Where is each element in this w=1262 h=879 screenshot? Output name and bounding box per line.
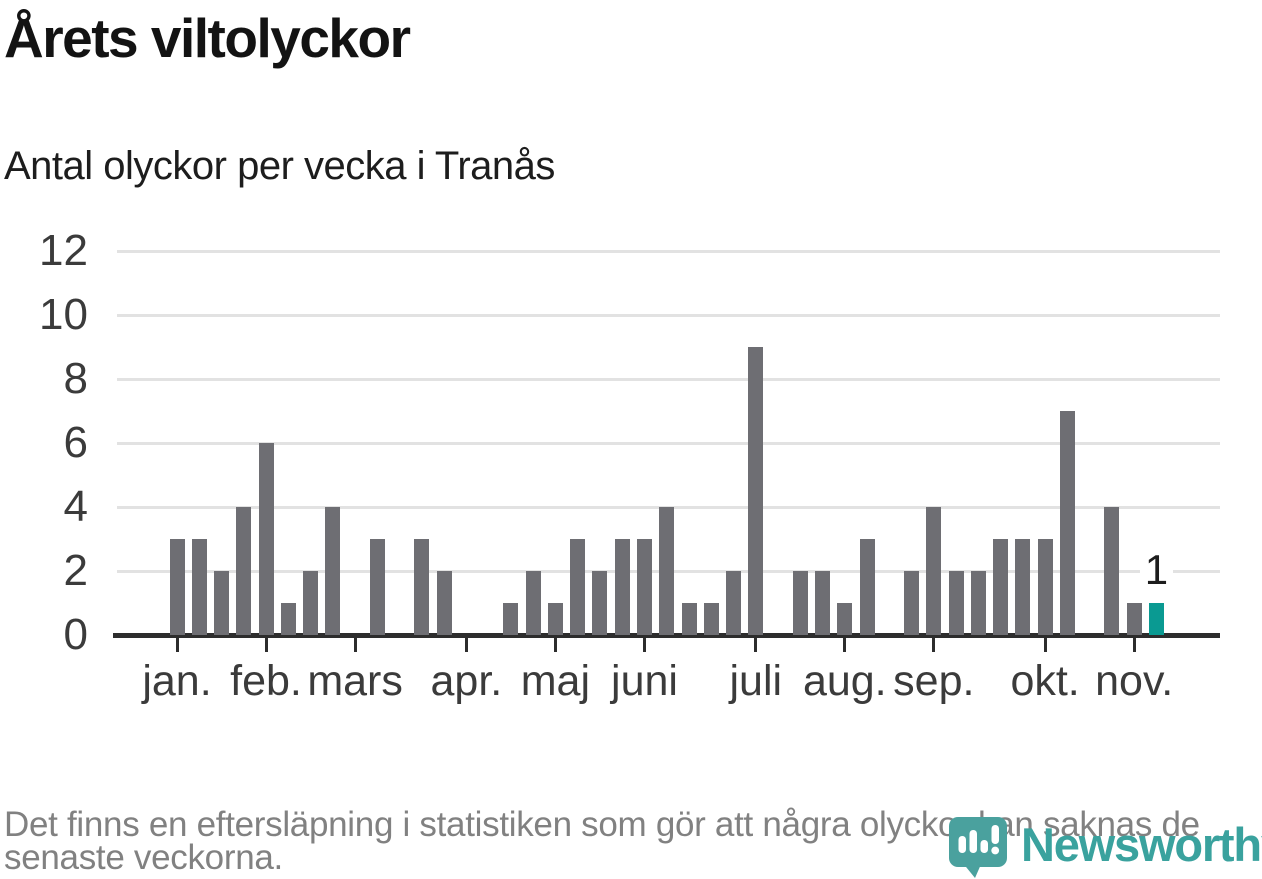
- chart-title: Årets viltolyckor: [4, 7, 411, 69]
- x-tick-nov: [1132, 638, 1136, 652]
- x-tick-mars: [353, 638, 357, 652]
- bar: [681, 603, 697, 635]
- bar: [169, 539, 185, 635]
- month-label-sep: sep.: [893, 657, 975, 705]
- y-tick-label: 8: [63, 354, 88, 403]
- bar: [503, 603, 519, 635]
- bar-value-label-text: 1: [1139, 546, 1174, 593]
- bar: [859, 539, 875, 635]
- newsworthy-logo-text: Newsworthy: [1021, 818, 1262, 871]
- bar: [1015, 539, 1031, 635]
- month-label-juli: juli: [729, 657, 783, 705]
- bar: [926, 507, 942, 635]
- x-axis-line: [113, 633, 1220, 638]
- bar: [1126, 603, 1142, 635]
- bar: [1059, 411, 1075, 635]
- bar-value-label: 1: [1096, 546, 1216, 593]
- bar: [414, 539, 430, 635]
- month-label-jan: jan.: [142, 657, 212, 705]
- bar: [659, 507, 675, 635]
- highlighted-bar: [1148, 603, 1164, 635]
- bar: [703, 603, 719, 635]
- bar: [1037, 539, 1053, 635]
- gridline-y-8: [117, 378, 1220, 381]
- bar: [547, 603, 563, 635]
- y-tick-label: 0: [63, 610, 88, 659]
- bar: [236, 507, 252, 635]
- footer-line-2: senaste veckorna.: [4, 838, 283, 877]
- bar: [1104, 507, 1120, 635]
- y-tick-label: 2: [63, 546, 88, 595]
- bar: [303, 571, 319, 635]
- bar: [258, 443, 274, 635]
- newsworthy-logo-icon: [949, 817, 1007, 878]
- y-tick-label: 10: [39, 290, 88, 339]
- x-tick-apr: [464, 638, 468, 652]
- month-label-nov: nov.: [1095, 657, 1174, 705]
- chart-subtitle: Antal olyckor per vecka i Tranås: [4, 144, 555, 188]
- x-tick-maj: [553, 638, 557, 652]
- bar: [815, 571, 830, 635]
- bar: [369, 539, 385, 635]
- gridline-y-10: [117, 314, 1220, 317]
- bar: [436, 571, 452, 635]
- month-label-aug: aug.: [802, 657, 887, 705]
- bar: [726, 571, 741, 635]
- bar: [525, 571, 541, 635]
- bar: [214, 571, 229, 635]
- month-label-apr: apr.: [430, 657, 503, 705]
- bar: [570, 539, 586, 635]
- bar: [837, 603, 853, 635]
- bar: [904, 571, 920, 635]
- x-tick-feb: [264, 638, 268, 652]
- bar: [970, 571, 986, 635]
- bar: [948, 571, 964, 635]
- bar: [280, 603, 296, 635]
- x-tick-jan: [175, 638, 179, 652]
- month-label-okt: okt.: [1010, 657, 1080, 705]
- y-tick-label: 6: [63, 418, 88, 467]
- month-label-feb: feb.: [230, 657, 302, 705]
- newsworthy-logo: Newsworthy: [948, 816, 1262, 879]
- bar: [325, 507, 341, 635]
- month-label-mars: mars: [307, 657, 403, 705]
- bar: [993, 539, 1009, 635]
- x-tick-okt: [1043, 638, 1047, 652]
- month-label-juni: juni: [611, 657, 678, 705]
- bar: [748, 347, 764, 635]
- bar: [191, 539, 207, 635]
- x-tick-juni: [643, 638, 646, 652]
- bar: [792, 571, 808, 635]
- x-tick-aug: [843, 638, 847, 652]
- y-tick-label: 4: [63, 482, 88, 531]
- bar: [614, 539, 630, 635]
- bar: [637, 539, 652, 635]
- gridline-y-12: [117, 250, 1220, 253]
- bar: [592, 571, 608, 635]
- x-tick-sep: [932, 638, 936, 652]
- y-tick-label: 12: [39, 226, 88, 275]
- gridline-y-6: [117, 442, 1220, 445]
- x-tick-juli: [754, 638, 758, 652]
- month-label-maj: maj: [520, 657, 591, 705]
